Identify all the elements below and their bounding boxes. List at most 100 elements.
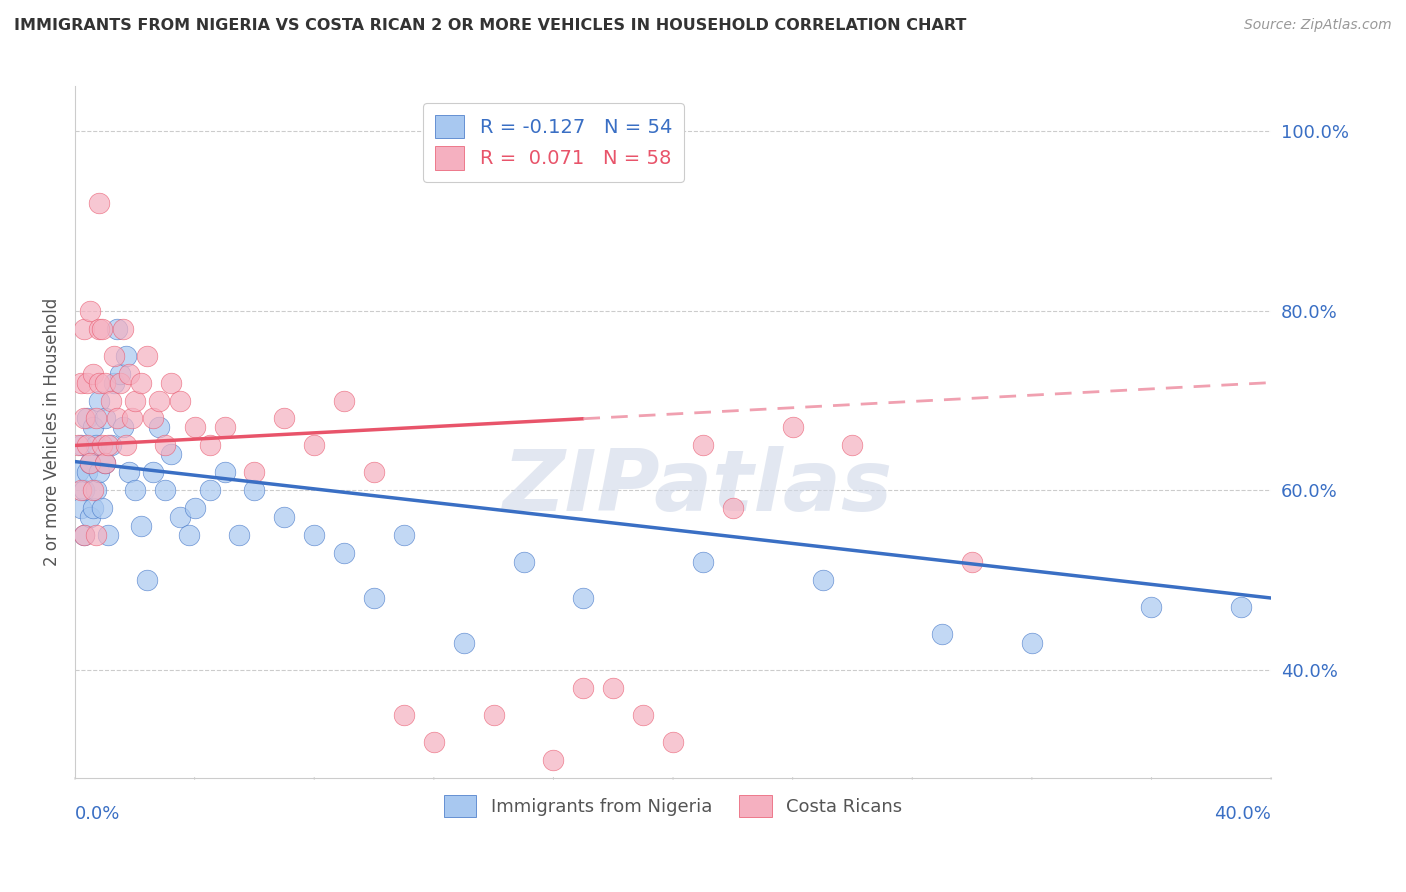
- Point: [1140, 599, 1163, 614]
- Point: [302, 528, 325, 542]
- Point: [1021, 636, 1043, 650]
- Text: IMMIGRANTS FROM NIGERIA VS COSTA RICAN 2 OR MORE VEHICLES IN HOUSEHOLD CORRELATI: IMMIGRANTS FROM NIGERIA VS COSTA RICAN 2…: [14, 18, 966, 33]
- Point: [159, 376, 181, 390]
- Point: [87, 393, 110, 408]
- Text: ZIPatlas: ZIPatlas: [502, 446, 891, 529]
- Point: [214, 466, 236, 480]
- Point: [79, 456, 101, 470]
- Point: [177, 528, 200, 542]
- Point: [73, 483, 96, 498]
- Point: [79, 456, 101, 470]
- Point: [87, 466, 110, 480]
- Point: [90, 501, 112, 516]
- Point: [273, 411, 295, 425]
- Point: [84, 483, 107, 498]
- Point: [66, 466, 89, 480]
- Point: [79, 303, 101, 318]
- Point: [82, 501, 104, 516]
- Point: [70, 376, 93, 390]
- Point: [73, 528, 96, 542]
- Point: [100, 393, 122, 408]
- Point: [692, 555, 714, 569]
- Point: [148, 393, 170, 408]
- Point: [82, 420, 104, 434]
- Point: [243, 466, 266, 480]
- Point: [841, 438, 863, 452]
- Point: [66, 438, 89, 452]
- Point: [124, 483, 146, 498]
- Point: [631, 707, 654, 722]
- Legend: Immigrants from Nigeria, Costa Ricans: Immigrants from Nigeria, Costa Ricans: [437, 788, 910, 824]
- Point: [333, 393, 356, 408]
- Point: [97, 528, 120, 542]
- Point: [115, 438, 138, 452]
- Y-axis label: 2 or more Vehicles in Household: 2 or more Vehicles in Household: [44, 298, 60, 566]
- Point: [198, 483, 221, 498]
- Point: [159, 447, 181, 461]
- Point: [76, 466, 98, 480]
- Point: [97, 438, 120, 452]
- Point: [115, 349, 138, 363]
- Point: [135, 349, 157, 363]
- Point: [70, 438, 93, 452]
- Point: [142, 411, 165, 425]
- Point: [94, 411, 117, 425]
- Point: [105, 322, 128, 336]
- Point: [423, 734, 446, 748]
- Point: [84, 411, 107, 425]
- Point: [82, 483, 104, 498]
- Point: [198, 438, 221, 452]
- Point: [363, 466, 385, 480]
- Point: [363, 591, 385, 605]
- Point: [392, 707, 415, 722]
- Point: [1230, 599, 1253, 614]
- Point: [73, 528, 96, 542]
- Point: [90, 438, 112, 452]
- Point: [214, 420, 236, 434]
- Point: [82, 367, 104, 381]
- Point: [70, 501, 93, 516]
- Point: [94, 456, 117, 470]
- Point: [135, 573, 157, 587]
- Point: [124, 393, 146, 408]
- Text: Source: ZipAtlas.com: Source: ZipAtlas.com: [1244, 18, 1392, 32]
- Point: [721, 501, 744, 516]
- Point: [118, 466, 141, 480]
- Point: [129, 519, 152, 533]
- Point: [148, 420, 170, 434]
- Point: [243, 483, 266, 498]
- Point: [273, 510, 295, 524]
- Point: [572, 681, 595, 695]
- Point: [129, 376, 152, 390]
- Point: [811, 573, 834, 587]
- Point: [108, 376, 131, 390]
- Point: [87, 196, 110, 211]
- Point: [782, 420, 804, 434]
- Point: [183, 420, 205, 434]
- Point: [84, 528, 107, 542]
- Point: [84, 438, 107, 452]
- Point: [153, 438, 176, 452]
- Point: [87, 376, 110, 390]
- Point: [228, 528, 250, 542]
- Point: [103, 376, 125, 390]
- Point: [153, 483, 176, 498]
- Point: [100, 438, 122, 452]
- Point: [108, 367, 131, 381]
- Point: [333, 546, 356, 560]
- Point: [453, 636, 475, 650]
- Point: [76, 438, 98, 452]
- Point: [392, 528, 415, 542]
- Point: [482, 707, 505, 722]
- Point: [602, 681, 624, 695]
- Point: [73, 322, 96, 336]
- Point: [94, 456, 117, 470]
- Point: [121, 411, 143, 425]
- Point: [512, 555, 534, 569]
- Point: [90, 322, 112, 336]
- Point: [662, 734, 685, 748]
- Point: [183, 501, 205, 516]
- Point: [111, 322, 134, 336]
- Point: [70, 483, 93, 498]
- Point: [111, 420, 134, 434]
